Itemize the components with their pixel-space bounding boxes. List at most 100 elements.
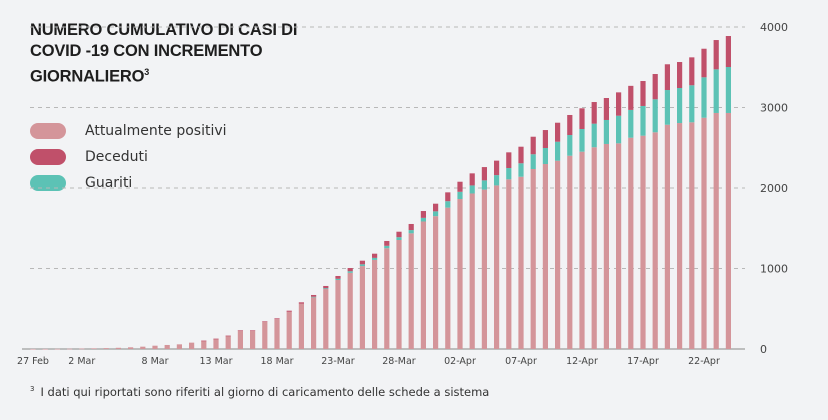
bar-segment-guariti xyxy=(664,90,670,125)
x-tick-label: 28-Mar xyxy=(382,356,416,367)
bar-segment-guariti xyxy=(616,115,622,144)
legend-label: Attualmente positivi xyxy=(85,123,227,139)
bar-segment-deceduti xyxy=(372,253,378,258)
y-tick-label: 4000 xyxy=(760,21,788,34)
bar-segment-guariti xyxy=(433,211,439,217)
bar-segment-guariti xyxy=(445,201,451,208)
bar-segment-guariti xyxy=(359,264,365,267)
bar-segment-attualmente-positivi xyxy=(311,297,317,349)
bar-segment-attualmente-positivi xyxy=(725,112,731,349)
bar-segment-attualmente-positivi xyxy=(616,143,622,349)
chart-title: NUMERO CUMULATIVO DI CASI DI COVID -19 C… xyxy=(30,20,310,88)
bar-segment-guariti xyxy=(652,99,658,133)
bar-segment-attualmente-positivi xyxy=(652,132,658,349)
bar-segment-deceduti xyxy=(286,310,292,312)
bar-segment-attualmente-positivi xyxy=(481,189,487,349)
bar-segment-attualmente-positivi xyxy=(542,164,548,349)
bar-segment-guariti xyxy=(591,123,597,148)
bar-segment-attualmente-positivi xyxy=(42,348,48,350)
bar-segment-attualmente-positivi xyxy=(335,280,341,349)
bar-segment-attualmente-positivi xyxy=(372,259,378,349)
bar-segment-deceduti xyxy=(237,330,243,331)
legend-swatch-positivi xyxy=(30,123,66,139)
bar-segment-guariti xyxy=(420,217,426,222)
bar-segment-attualmente-positivi xyxy=(518,176,524,349)
x-tick-label: 2 Mar xyxy=(68,356,95,367)
bar-segment-attualmente-positivi xyxy=(201,340,207,349)
legend-swatch-guariti xyxy=(30,175,66,191)
bar-segment-attualmente-positivi xyxy=(176,344,182,349)
bar-segment-attualmente-positivi xyxy=(567,155,573,349)
bar-segment-guariti xyxy=(725,67,731,113)
bar-segment-guariti xyxy=(567,135,573,156)
chart-title-text: NUMERO CUMULATIVO DI CASI DI COVID -19 C… xyxy=(30,21,298,86)
bar-segment-guariti xyxy=(555,141,561,161)
y-tick-label: 2000 xyxy=(760,182,788,195)
bar-segment-deceduti xyxy=(323,285,329,289)
bar-segment-attualmente-positivi xyxy=(140,346,146,349)
bar-segment-attualmente-positivi xyxy=(640,135,646,349)
bar-segment-deceduti xyxy=(494,160,500,176)
bar-segment-guariti xyxy=(689,85,695,123)
bar-segment-attualmente-positivi xyxy=(54,348,60,350)
bar-segment-deceduti xyxy=(262,321,268,322)
bar-segment-deceduti xyxy=(433,203,439,212)
bar-segment-deceduti xyxy=(311,294,317,297)
bar-segment-deceduti xyxy=(725,36,731,68)
bar-segment-deceduti xyxy=(677,62,683,89)
bar-segment-attualmente-positivi xyxy=(152,345,158,349)
y-tick-label: 1000 xyxy=(760,263,788,276)
bar-segment-attualmente-positivi xyxy=(579,151,585,349)
bar-segment-deceduti xyxy=(384,240,390,246)
bar-segment-guariti xyxy=(713,69,719,113)
bar-segment-deceduti xyxy=(640,81,646,106)
x-tick-label: 13 Mar xyxy=(199,356,232,367)
title-footnote-mark: 3 xyxy=(144,67,150,77)
bar-segment-attualmente-positivi xyxy=(30,348,36,350)
bar-segment-deceduti xyxy=(408,223,414,231)
bar-segment-deceduti xyxy=(616,92,622,116)
bar-segment-deceduti xyxy=(457,181,463,192)
bar-segment-attualmente-positivi xyxy=(591,147,597,349)
bar-segment-guariti xyxy=(347,271,353,273)
bar-segment-deceduti xyxy=(201,340,207,342)
bar-segment-guariti xyxy=(323,288,329,290)
x-tick-label: 17-Apr xyxy=(627,356,659,367)
bar-segment-deceduti xyxy=(445,192,451,202)
bar-segment-deceduti xyxy=(274,318,280,320)
x-tick-label: 27 Feb xyxy=(17,356,49,367)
bar-segment-attualmente-positivi xyxy=(555,160,561,349)
bar-segment-attualmente-positivi xyxy=(79,348,85,350)
bar-segment-attualmente-positivi xyxy=(445,207,451,349)
bar-segment-deceduti xyxy=(347,268,353,272)
bar-segment-deceduti xyxy=(420,211,426,218)
bar-segment-guariti xyxy=(408,230,414,234)
bar-segment-guariti xyxy=(530,154,536,170)
bar-segment-attualmente-positivi xyxy=(603,143,609,349)
bar-segment-guariti xyxy=(372,257,378,260)
bar-segment-deceduti xyxy=(225,335,231,337)
bar-segment-deceduti xyxy=(481,167,487,181)
bar-segment-guariti xyxy=(603,119,609,144)
bar-segment-attualmente-positivi xyxy=(67,348,73,350)
bar-segment-deceduti xyxy=(603,98,609,120)
bar-segment-attualmente-positivi xyxy=(213,338,219,349)
bar-segment-deceduti xyxy=(359,260,365,265)
bar-segment-attualmente-positivi xyxy=(323,289,329,349)
bar-segment-deceduti xyxy=(628,85,634,110)
y-tick-label: 0 xyxy=(760,343,767,356)
bar-segment-attualmente-positivi xyxy=(359,266,365,349)
bar-segment-attualmente-positivi xyxy=(664,124,670,350)
bar-segment-deceduti xyxy=(567,114,573,136)
bar-segment-guariti xyxy=(518,163,524,177)
bar-segment-guariti xyxy=(457,191,463,200)
legend-item-positivi: Attualmente positivi xyxy=(30,118,227,144)
bar-segment-guariti xyxy=(640,105,646,136)
bar-segment-deceduti xyxy=(579,108,585,129)
bar-segment-attualmente-positivi xyxy=(262,321,268,349)
footnote-mark: 3 xyxy=(30,385,35,394)
bar-segment-attualmente-positivi xyxy=(677,123,683,349)
bar-segment-deceduti xyxy=(664,64,670,91)
bar-segment-guariti xyxy=(542,147,548,165)
